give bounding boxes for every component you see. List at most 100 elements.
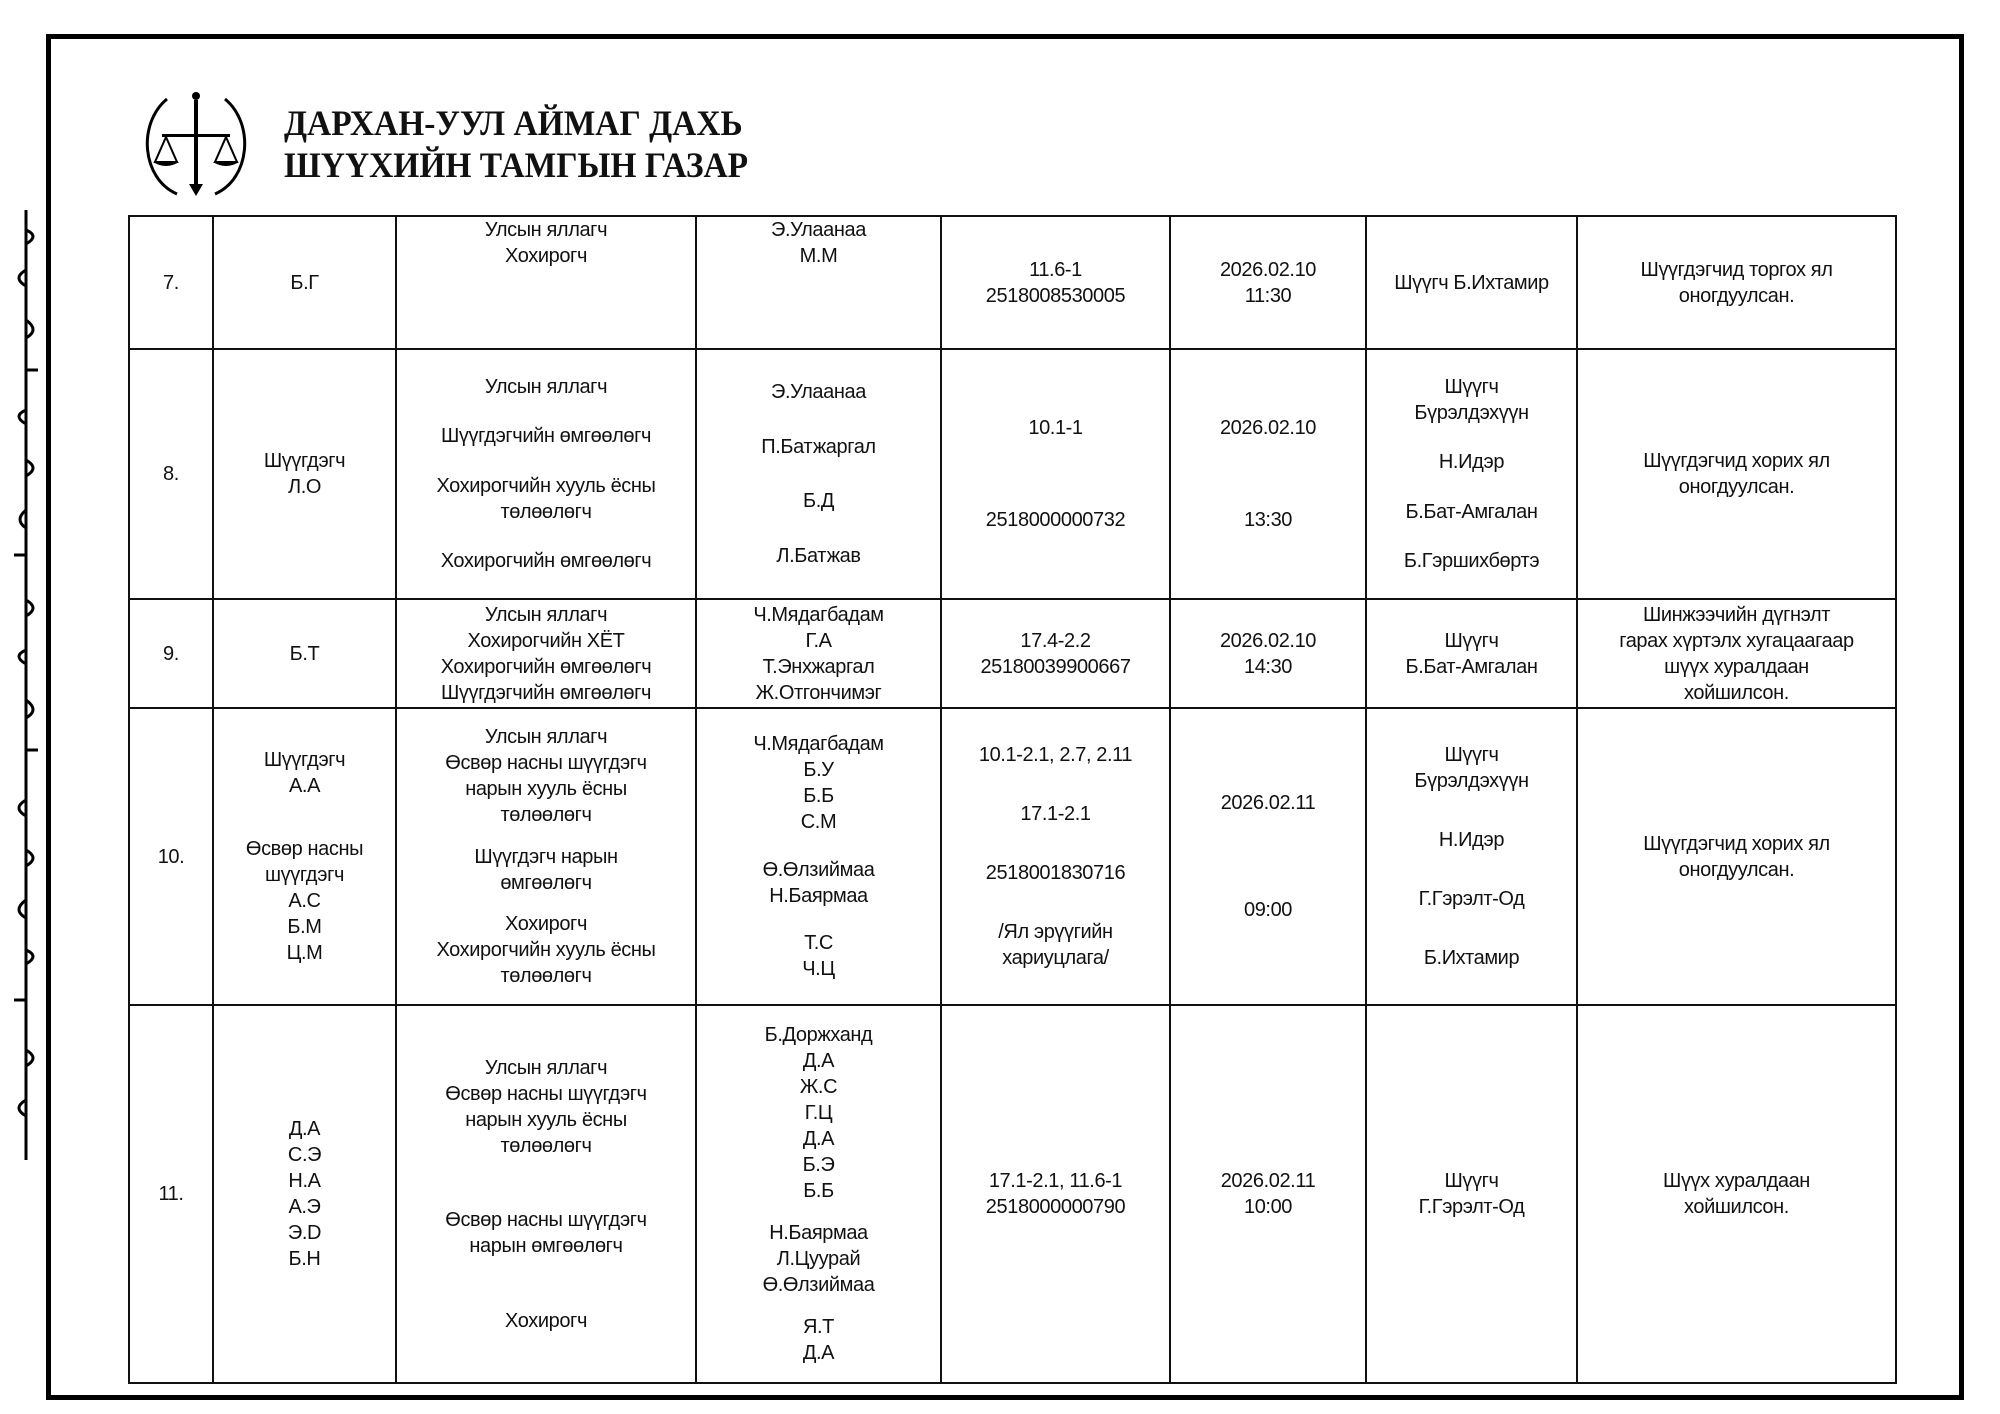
line-group: Б.Доржханд Д.А Ж.С Г.Ц Д.А Б.Э Б.Б [701,1022,936,1204]
text-line: Б.Бат-Амгалан [1405,655,1538,678]
line-group: Шүүгдэгч А.А [218,747,391,799]
cell-content: Шүүгдэгч А.А Өсвөр насны шүүгдэгч А.С Б.М Ц.М [218,709,391,1004]
cell-content: Ч.Мядагбадам Г.А Т.Энхжаргал Ж.Отгончимэг [701,600,936,707]
cell-content: Шүүгч Бүрэлдэхүүн Н.Идэр Б.Бат-Амгалан Б.Гэр… [1371,350,1572,598]
text-line: Ч.Мядагбадам [753,732,884,755]
text-line: төлөөлөгч [500,500,592,523]
text-line: А.С [288,890,321,913]
text-line: 2518000000790 [985,1196,1126,1218]
cell-number: 8. [128,348,214,600]
table-row: 8. Шүүгдэгч Л.О Улсын яллагч Шүүгдэгчийн өмг… [128,348,1897,600]
line-group: Т.С Ч.Ц [701,930,936,982]
text-line: Д.А [288,1118,321,1140]
text-line: Г.Гэрэлт-Од [1418,888,1525,910]
line-group: 11.6-1 2518008530005 [946,257,1165,309]
text-line: Б.Ихтамир [1423,947,1520,969]
cell-content: Э.Улаанаа М.М [701,217,936,348]
line-group: Л.Батжав [701,543,936,569]
cell-names: Э.Улаанаа М.М [695,215,942,350]
line-group: Хохирогчийн өмгөөлөгч [401,548,691,574]
line-group: Улсын яллагч [401,374,691,400]
cell-result: Шүүгдэгчид хорих ял оногдуулсан. [1576,348,1897,600]
line-group: 17.1-2.1 [946,801,1165,827]
institution-title: ДАРХАН-УУЛ АЙМАГ ДАХЬ ШҮҮХИЙН ТАМГЫН ГАЗ… [284,102,748,186]
text-line: Ж.Отгончимэг [755,681,882,704]
page-border [46,34,1964,1400]
cell-number: 10. [128,707,214,1006]
text-line: Улсын яллагч [484,375,608,398]
cell-content: Улсын яллагч Өсвөр насны шүүгдэгч нарын ху… [401,709,691,1004]
text-line: Б.Б [803,1180,834,1202]
cell-names: Ч.Мядагбадам Б.У Б.Б С.М Ө.Өлзиймаа Н.Баярмаа… [695,707,942,1006]
text-line: Хохирогчийн хууль ёсны [436,938,656,961]
text-line: С.Э [287,1144,322,1166]
line-group: Өсвөр насны шүүгдэгч А.С Б.М Ц.М [218,836,391,966]
text-line: Шүүгдэгчид хорих ял [1643,450,1830,472]
line-group: Г.Гэрэлт-Од [1371,886,1572,912]
cell-content: Улсын яллагч Өсвөр насны шүүгдэгч нарын ху… [401,1006,691,1382]
cell-content: 17.4-2.2 25180039900667 [946,600,1165,707]
cell-content: Б.Т [218,600,391,707]
table-row: 9. Б.Т Улсын яллагч Хохирогчийн ХЁТ Хохирогч… [128,598,1897,709]
title-line-2: ШҮҮХИЙН ТАМГЫН ГАЗАР [284,145,749,185]
cell-content: Шүүгч Б.Ихтамир [1371,217,1572,348]
line-group: Улсын яллагч Хохирогч [401,217,691,269]
line-group: Шүүгдэгчид хорих ял оногдуулсан. [1582,448,1891,500]
text-line: хойшилсон. [1684,681,1789,704]
line-group: Шүүгдэгч Л.О [218,448,391,500]
text-line: 2518000000732 [985,508,1126,531]
text-line: Шүүгдэгч нарын [474,845,618,868]
cell-number: 9. [128,598,214,709]
line-group: Н.Идэр [1371,449,1572,475]
text-line: шүүх хуралдаан [1664,655,1809,678]
text-line: 2026.02.10 [1219,629,1317,652]
line-group: Б.Бат-Амгалан [1371,499,1572,525]
text-line: нарын хууль ёсны [465,778,627,801]
cell-content: Шүүгдэгч Л.О [218,350,391,598]
text-line: 2026.02.10 [1219,258,1317,281]
line-group: 10.1-1 [946,415,1165,441]
cell-content: 2026.02.10 13:30 [1175,350,1361,598]
text-line: шүүгдэгч [264,864,345,887]
text-line: Хохирогчийн хууль ёсны [436,474,656,497]
cell-case: 10.1-2.1, 2.7, 2.11 17.1-2.1 2518001830716… [940,707,1171,1006]
text-line: нарын хууль ёсны [465,1108,627,1131]
cell-datetime: 2026.02.10 13:30 [1169,348,1367,600]
text-line: Э.Улаанаа [771,219,866,241]
cell-datetime: 2026.02.10 11:30 [1169,215,1367,350]
text-line: Ц.М [286,942,323,965]
text-line: төлөөлөгч [500,804,592,827]
text-line: Шүүгч [1444,375,1499,398]
cell-content: Шүүгч Бүрэлдэхүүн Н.Идэр Г.Гэрэлт-Од Б.Ихтам… [1371,709,1572,1004]
text-line: Ө.Өлзиймаа [762,858,875,881]
cell-content: Б.Доржханд Д.А Ж.С Г.Ц Д.А Б.Э Б.Б Н.Баярмаа Л.Ц… [701,1006,936,1382]
text-line: Б.У [803,758,834,781]
text-line: Шүүгдэгчид торгох ял [1640,258,1833,281]
line-group: Улсын яллагч Хохирогчийн ХЁТ Хохирогчийн ө… [401,602,691,706]
cell-content: Э.Улаанаа П.Батжаргал Б.Д Л.Батжав [701,350,936,598]
line-group: 2518001830716 [946,860,1165,886]
text-line: Улсын яллагч [484,219,608,241]
text-line: Э.Улаанаа [771,380,866,403]
line-group: Шүүгч Бүрэлдэхүүн [1371,742,1572,794]
court-emblem-logo [145,92,247,196]
text-line: Н.А [288,1170,321,1192]
text-line: 10:00 [1243,1196,1293,1218]
text-line: 11:30 [1244,284,1292,307]
text-line: Г.Ц [804,1102,833,1124]
line-group: Өсвөр насны шүүгдэгч нарын өмгөөлөгч [401,1207,691,1259]
text-line: С.М [800,810,837,833]
line-group: Шүүгдэгчийн өмгөөлөгч [401,423,691,449]
text-line: төлөөлөгч [500,964,592,987]
title-line-1: ДАРХАН-УУЛ АЙМАГ ДАХЬ [284,103,743,143]
line-group: Ө.Өлзиймаа Н.Баярмаа [701,857,936,909]
text-line: нарын өмгөөлөгч [469,1235,623,1257]
line-group: Шинжээчийн дүгнэлт гарах хүртэлх хугацааг… [1582,602,1891,706]
line-group: Шүүгдэгчид хорих ял оногдуулсан. [1582,831,1891,883]
text-line: А.Э [288,1196,321,1218]
line-group: 2026.02.11 10:00 [1175,1168,1361,1220]
text-line: 2518001830716 [985,862,1126,884]
text-line: Хохирогчийн ХЁТ [467,629,625,652]
text-line: Шүүх хуралдаан [1663,1170,1810,1192]
cell-content: 11.6-1 2518008530005 [946,217,1165,348]
